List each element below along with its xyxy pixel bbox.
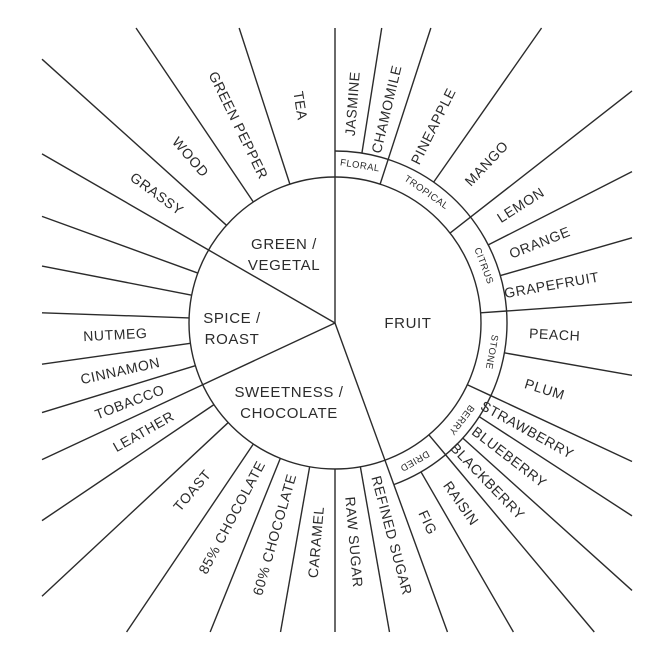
fruit-group-divider: [480, 310, 507, 314]
fruit-ring-arc: [334, 150, 508, 486]
outer-flavor-label: REFINED SUGAR: [368, 474, 415, 597]
segment-divider: [462, 437, 633, 591]
segment-divider: [41, 58, 227, 226]
segment-divider: [359, 466, 391, 633]
main-divider-line: [334, 322, 395, 485]
fruit-group-divider: [467, 384, 492, 397]
outer-flavor-label: 60% CHOCOLATE: [249, 472, 299, 597]
fruit-group-label: FLORAL: [339, 157, 380, 174]
outer-flavor-label: CARAMEL: [305, 506, 327, 579]
fruit-group-divider: [428, 434, 447, 456]
segment-divider: [41, 215, 199, 274]
fruit-group-divider: [379, 159, 389, 185]
outer-flavor-label: PLUM: [523, 375, 567, 403]
outer-flavor-label: LEATHER: [110, 408, 177, 455]
segment-divider: [478, 416, 633, 517]
outer-flavor-label: GRAPEFRUIT: [503, 269, 601, 301]
outer-flavor-label: TEA: [290, 90, 310, 121]
segment-divider: [433, 27, 543, 183]
main-divider-line: [208, 249, 336, 324]
segment-divider: [470, 90, 633, 218]
segment-divider: [506, 301, 633, 312]
segment-divider: [361, 27, 383, 154]
main-label-green-2: VEGETAL: [248, 257, 320, 274]
segment-divider: [487, 171, 633, 246]
outer-flavor-label: RAW SUGAR: [342, 496, 366, 588]
outer-flavor-label: GREEN PEPPER: [206, 69, 272, 182]
main-label-sweet-1: SWEETNESS /: [234, 384, 343, 401]
wheel-labels: GREEN / VEGETAL SPICE / ROAST SWEETNESS …: [79, 63, 601, 597]
outer-flavor-label: RAISIN: [440, 478, 482, 528]
segment-divider: [41, 365, 196, 414]
segment-divider: [500, 237, 633, 277]
main-divider-line: [393, 484, 449, 633]
outer-flavor-label: GRASSY: [127, 169, 187, 218]
main-label-sweet-2: CHOCOLATE: [240, 405, 338, 422]
segment-divider: [209, 458, 281, 633]
main-label-fruit: FRUIT: [384, 315, 431, 332]
main-label-spice-2: ROAST: [205, 331, 260, 348]
wheel-lines: [41, 27, 633, 633]
segment-divider: [41, 342, 191, 365]
segment-divider: [41, 153, 209, 251]
segment-divider: [41, 265, 192, 296]
outer-flavor-label: PINEAPPLE: [407, 85, 458, 167]
fruit-group-label: STONE: [483, 334, 500, 370]
main-divider-line: [202, 322, 336, 386]
outer-flavor-label: MANGO: [461, 138, 511, 190]
outer-flavor-label: ORANGE: [507, 223, 573, 261]
segment-divider: [41, 422, 229, 597]
main-label-spice-1: SPICE /: [203, 310, 261, 327]
main-label-green-1: GREEN /: [251, 236, 317, 253]
outer-flavor-label: NUTMEG: [83, 325, 148, 344]
segment-divider: [445, 454, 595, 633]
outer-flavor-label: FIG: [415, 508, 440, 538]
segment-divider: [238, 27, 291, 185]
segment-divider: [135, 27, 254, 203]
outer-flavor-label: JASMINE: [342, 71, 363, 137]
fruit-group-label: TROPICAL: [402, 173, 451, 212]
segment-divider: [387, 27, 432, 160]
segment-divider: [41, 384, 203, 461]
segment-divider: [125, 443, 254, 633]
fruit-group-divider: [449, 216, 471, 234]
outer-flavor-label: CINNAMON: [79, 354, 162, 387]
outer-flavor-label: WOOD: [169, 134, 212, 180]
segment-divider: [41, 404, 215, 522]
segment-divider: [279, 466, 311, 633]
outer-flavor-label: TOAST: [170, 466, 214, 514]
segment-divider: [420, 471, 515, 633]
segment-divider: [504, 352, 633, 377]
segment-divider: [41, 312, 190, 319]
segment-divider: [490, 395, 633, 463]
outer-flavor-label: PEACH: [529, 325, 581, 344]
